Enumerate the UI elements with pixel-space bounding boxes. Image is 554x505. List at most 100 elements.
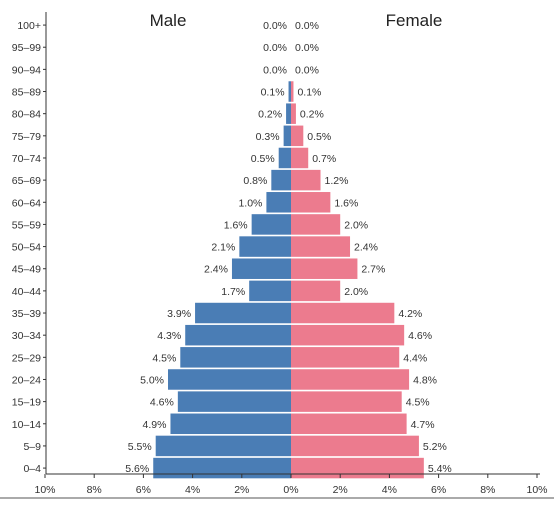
male-bar-16 — [286, 103, 291, 124]
x-tick-label-0: 10% — [34, 484, 55, 496]
female-label-16: 0.2% — [300, 109, 324, 121]
male-label-17: 0.1% — [261, 87, 285, 99]
female-label-20: 0.0% — [295, 20, 319, 32]
female-label-14: 0.7% — [312, 153, 336, 165]
male-label-14: 0.5% — [251, 153, 275, 165]
male-label-0: 5.6% — [125, 463, 149, 475]
y-tick-label-19: 95–99 — [12, 42, 41, 54]
female-bar-17 — [291, 81, 294, 102]
x-tick-label-5: 0% — [283, 484, 298, 496]
female-label-0: 5.4% — [428, 463, 452, 475]
y-tick-label-13: 65–69 — [12, 175, 41, 187]
male-label-3: 4.6% — [150, 397, 174, 409]
female-title: Female — [386, 11, 443, 30]
y-tick-label-5: 25–29 — [12, 352, 41, 364]
male-title: Male — [150, 11, 187, 30]
female-bar-10 — [291, 236, 351, 257]
female-bar-8 — [291, 280, 341, 302]
y-tick-label-20: 100+ — [17, 20, 41, 32]
female-label-10: 2.4% — [354, 242, 378, 254]
female-label-8: 2.0% — [344, 286, 368, 298]
x-tick-label-6: 2% — [333, 484, 348, 496]
y-tick-label-12: 60–64 — [12, 197, 41, 209]
male-bar-0 — [153, 457, 291, 479]
male-bar-11 — [251, 214, 291, 235]
female-bar-5 — [291, 347, 400, 368]
male-label-5: 4.5% — [152, 352, 176, 364]
female-label-2: 4.7% — [411, 419, 435, 431]
male-bar-17 — [288, 81, 291, 102]
y-tick-label-3: 15–19 — [12, 397, 41, 409]
female-bar-4 — [291, 369, 410, 390]
female-label-11: 2.0% — [344, 219, 368, 231]
male-bar-7 — [195, 302, 291, 324]
male-bar-5 — [180, 347, 291, 368]
male-bar-1 — [155, 435, 291, 457]
female-label-18: 0.0% — [295, 64, 319, 76]
x-tick-label-4: 2% — [234, 484, 249, 496]
y-tick-label-17: 85–89 — [12, 87, 41, 99]
male-bar-14 — [278, 147, 291, 169]
male-bar-10 — [239, 236, 291, 257]
male-label-18: 0.0% — [263, 64, 287, 76]
male-label-19: 0.0% — [263, 42, 287, 54]
female-bar-14 — [291, 147, 309, 169]
male-bar-15 — [283, 125, 291, 147]
x-tick-label-9: 8% — [480, 484, 495, 496]
female-label-1: 5.2% — [423, 441, 447, 453]
female-bar-12 — [291, 192, 331, 213]
male-label-15: 0.3% — [256, 131, 280, 143]
y-tick-label-16: 80–84 — [12, 109, 41, 121]
female-bar-13 — [291, 169, 321, 191]
male-bar-8 — [249, 280, 291, 302]
male-label-1: 5.5% — [128, 441, 152, 453]
female-bar-16 — [291, 103, 296, 124]
x-axis: 10% 8% 6% 4% 2% 0% 2% 4% 6% 8% 10% — [34, 473, 548, 496]
x-tick-label-1: 8% — [87, 484, 102, 496]
male-label-7: 3.9% — [167, 308, 191, 320]
female-label-12: 1.6% — [334, 197, 358, 209]
y-tick-label-18: 90–94 — [12, 64, 41, 76]
male-label-20: 0.0% — [263, 20, 287, 32]
male-label-12: 1.0% — [238, 197, 262, 209]
y-axis: 0–4 5–9 10–14 15–19 20–24 25–29 30–34 35–39 40–4… — [12, 12, 47, 475]
y-tick-label-11: 55–59 — [12, 219, 41, 231]
female-label-19: 0.0% — [295, 42, 319, 54]
male-label-2: 4.9% — [143, 419, 167, 431]
y-tick-label-10: 50–54 — [12, 242, 41, 254]
male-bar-4 — [168, 369, 291, 390]
male-bar-3 — [177, 391, 291, 412]
female-label-9: 2.7% — [361, 264, 385, 276]
female-label-7: 4.2% — [398, 308, 422, 320]
bars-group — [153, 81, 424, 479]
male-bar-13 — [271, 169, 291, 191]
y-tick-label-4: 20–24 — [12, 374, 41, 386]
x-tick-label-2: 6% — [136, 484, 151, 496]
male-label-13: 0.8% — [243, 175, 267, 187]
x-tick-label-7: 4% — [382, 484, 397, 496]
male-label-16: 0.2% — [258, 109, 282, 121]
y-tick-label-14: 70–74 — [12, 153, 41, 165]
female-bar-0 — [291, 457, 424, 479]
female-bar-15 — [291, 125, 304, 147]
female-bar-6 — [291, 324, 405, 346]
male-label-11: 1.6% — [224, 219, 248, 231]
female-label-3: 4.5% — [406, 397, 430, 409]
female-bar-2 — [291, 413, 407, 435]
y-tick-label-8: 40–44 — [12, 286, 41, 298]
x-tick-label-3: 4% — [185, 484, 200, 496]
y-tick-label-2: 10–14 — [12, 419, 41, 431]
female-label-6: 4.6% — [408, 330, 432, 342]
female-label-5: 4.4% — [403, 352, 427, 364]
female-label-4: 4.8% — [413, 374, 437, 386]
male-bar-6 — [185, 324, 291, 346]
x-tick-label-8: 6% — [431, 484, 446, 496]
male-bar-2 — [170, 413, 291, 435]
female-bar-11 — [291, 214, 341, 235]
female-bar-3 — [291, 391, 402, 412]
y-tick-label-0: 0–4 — [23, 463, 41, 475]
y-tick-label-7: 35–39 — [12, 308, 41, 320]
female-label-15: 0.5% — [307, 131, 331, 143]
female-bar-7 — [291, 302, 395, 324]
